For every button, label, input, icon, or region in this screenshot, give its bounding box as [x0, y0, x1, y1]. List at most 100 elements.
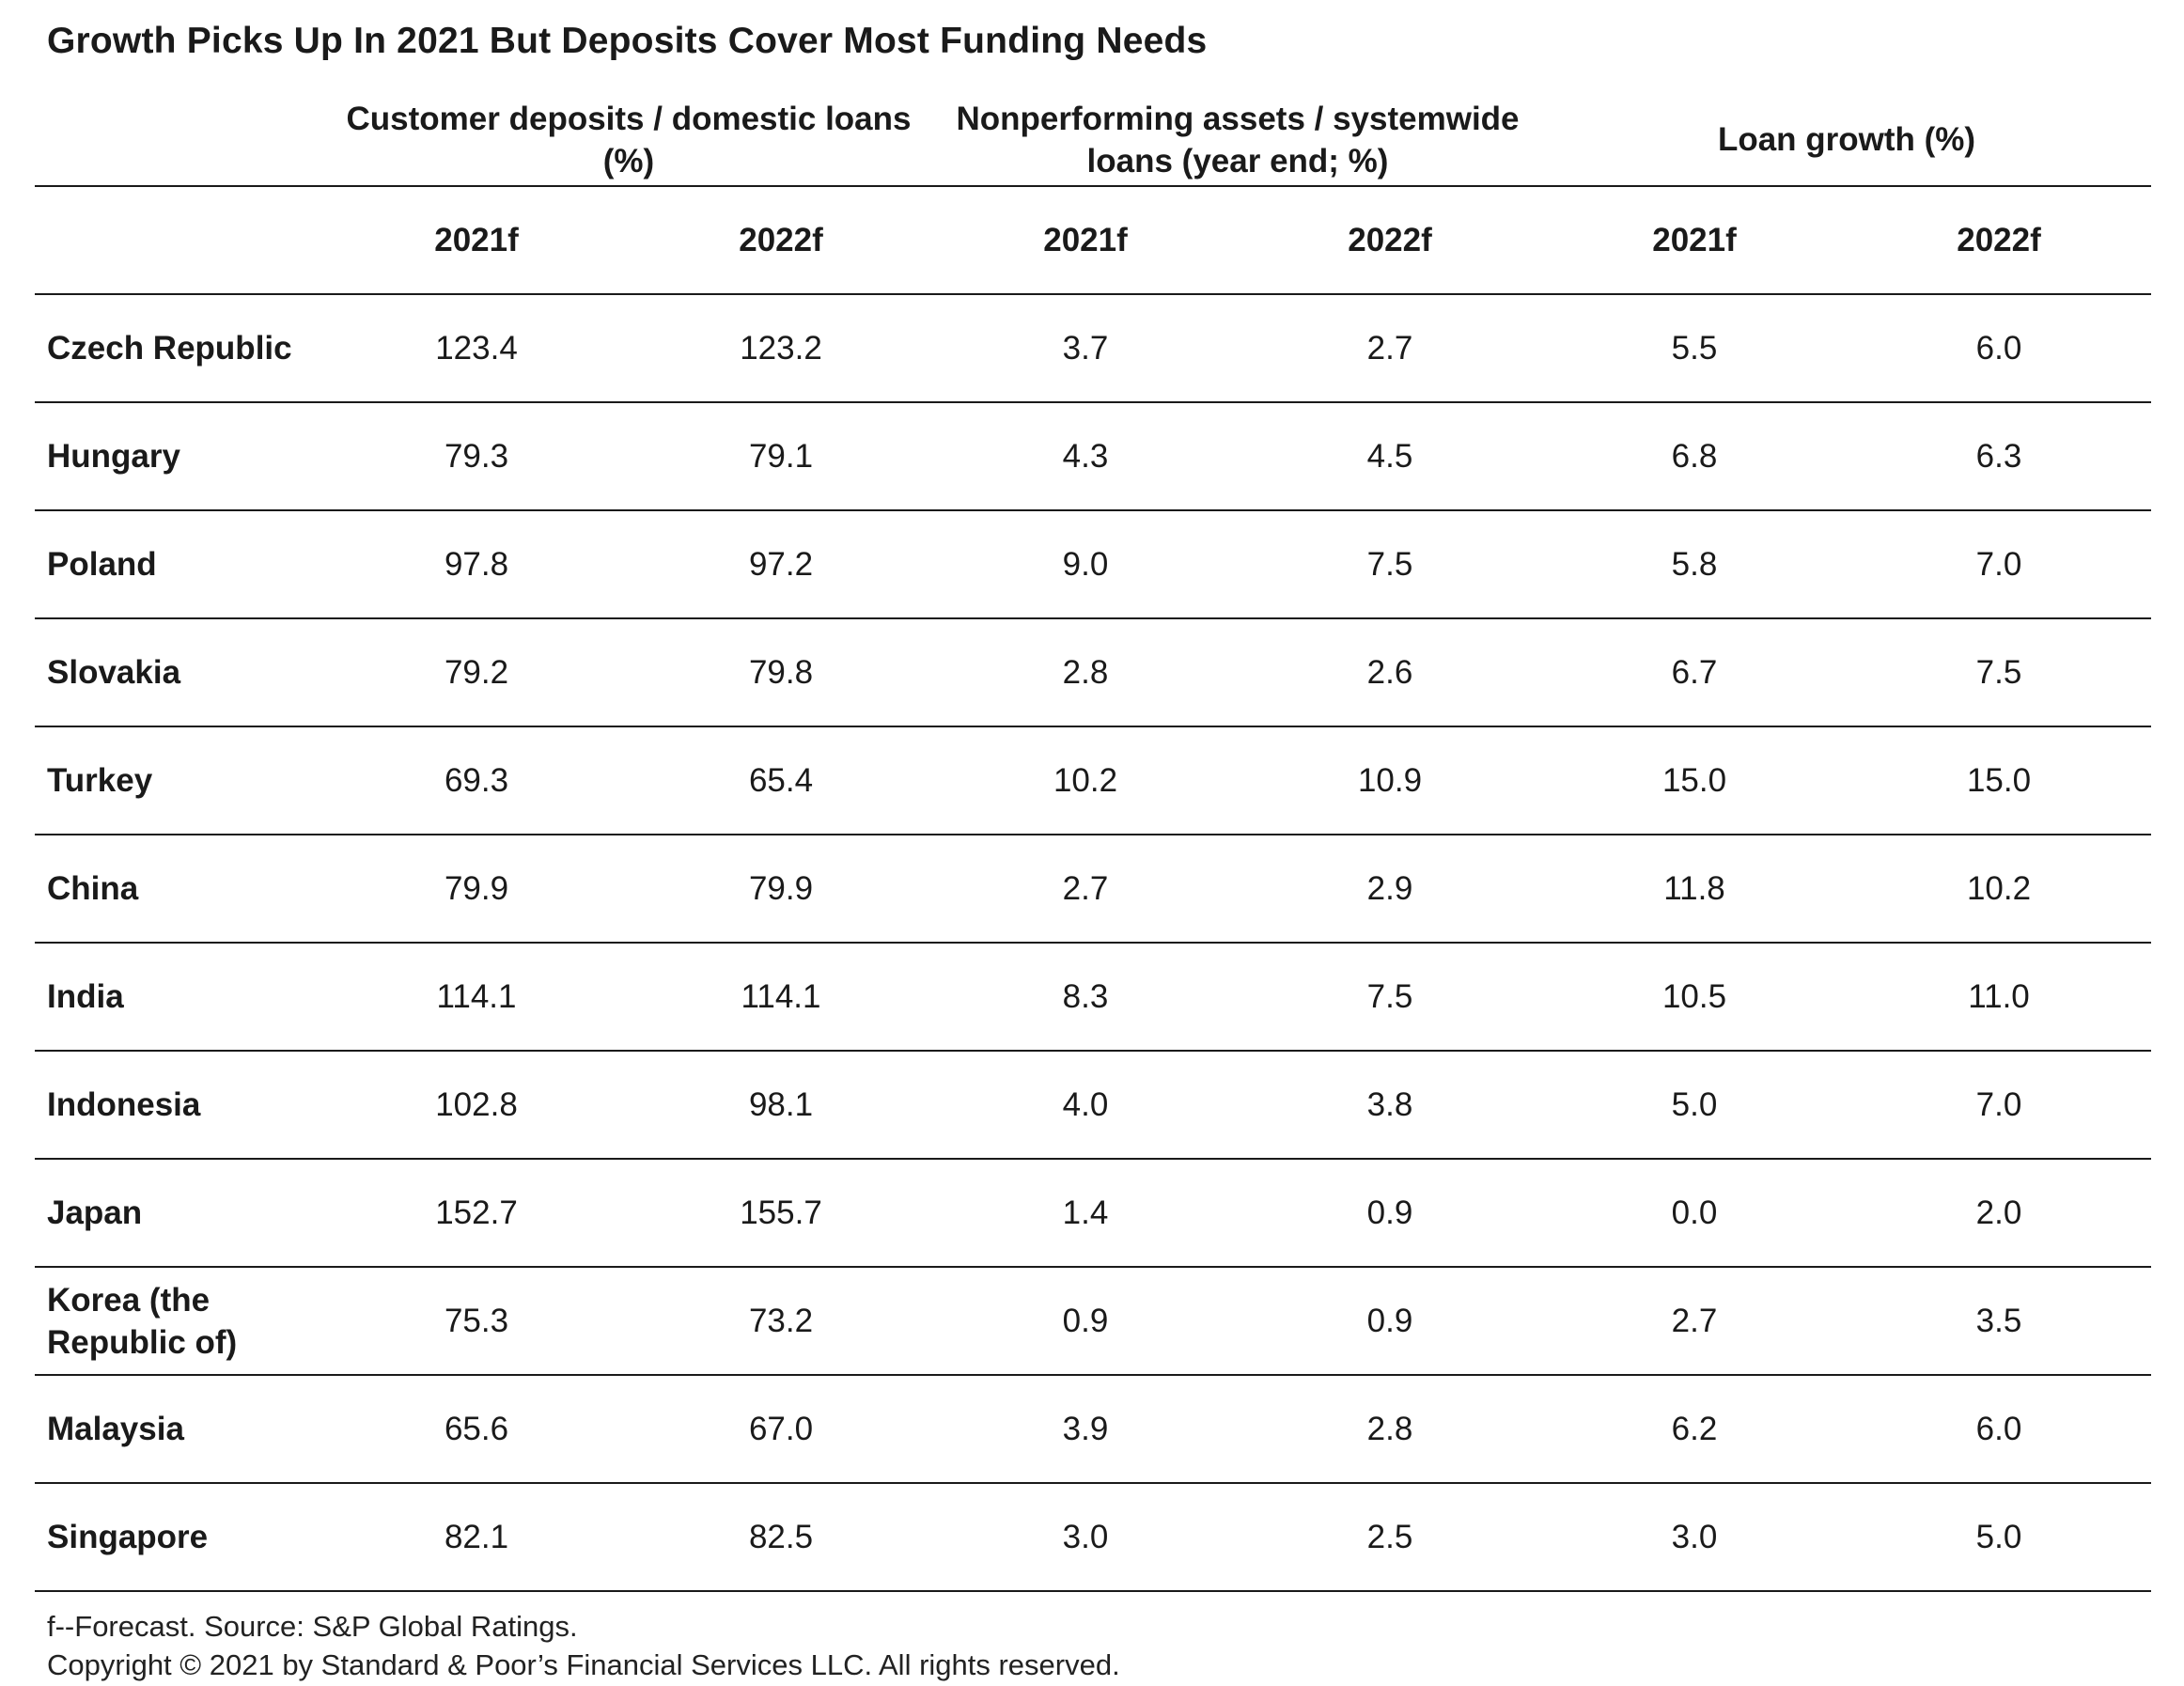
table-row: Slovakia 79.2 79.8 2.8 2.6 6.7 7.5: [35, 618, 2151, 727]
value-cell: 9.0: [933, 510, 1238, 619]
empty-corner-cell: [35, 186, 324, 295]
year-header-row: 2021f 2022f 2021f 2022f 2021f 2022f: [35, 186, 2151, 295]
value-cell: 7.5: [1238, 510, 1542, 619]
country-cell: Poland: [35, 510, 324, 619]
value-cell: 2.6: [1238, 618, 1542, 727]
value-cell: 15.0: [1542, 726, 1847, 835]
value-cell: 6.7: [1542, 618, 1847, 727]
value-cell: 73.2: [629, 1267, 933, 1376]
value-cell: 79.8: [629, 618, 933, 727]
value-cell: 6.2: [1542, 1375, 1847, 1484]
value-cell: 2.9: [1238, 835, 1542, 944]
value-cell: 79.1: [629, 402, 933, 511]
table-row: Singapore 82.1 82.5 3.0 2.5 3.0 5.0: [35, 1483, 2151, 1592]
country-cell: Czech Republic: [35, 294, 324, 403]
value-cell: 7.0: [1847, 1051, 2151, 1160]
value-cell: 4.0: [933, 1051, 1238, 1160]
column-group-header: Customer deposits / domestic loans (%): [324, 94, 933, 187]
country-cell: India: [35, 943, 324, 1052]
data-table: Customer deposits / domestic loans (%) N…: [35, 94, 2151, 1592]
value-cell: 2.5: [1238, 1483, 1542, 1592]
value-cell: 7.5: [1847, 618, 2151, 727]
value-cell: 75.3: [324, 1267, 629, 1376]
year-header: 2022f: [1847, 186, 2151, 295]
table-row: India 114.1 114.1 8.3 7.5 10.5 11.0: [35, 943, 2151, 1052]
value-cell: 79.2: [324, 618, 629, 727]
value-cell: 114.1: [629, 943, 933, 1052]
value-cell: 15.0: [1847, 726, 2151, 835]
table-row: Malaysia 65.6 67.0 3.9 2.8 6.2 6.0: [35, 1375, 2151, 1484]
value-cell: 79.9: [629, 835, 933, 944]
value-cell: 11.8: [1542, 835, 1847, 944]
value-cell: 155.7: [629, 1159, 933, 1268]
value-cell: 6.0: [1847, 1375, 2151, 1484]
value-cell: 2.8: [933, 618, 1238, 727]
country-cell: Singapore: [35, 1483, 324, 1592]
value-cell: 3.5: [1847, 1267, 2151, 1376]
table-row: Poland 97.8 97.2 9.0 7.5 5.8 7.0: [35, 510, 2151, 619]
value-cell: 123.2: [629, 294, 933, 403]
value-cell: 8.3: [933, 943, 1238, 1052]
value-cell: 65.4: [629, 726, 933, 835]
value-cell: 2.0: [1847, 1159, 2151, 1268]
value-cell: 3.0: [933, 1483, 1238, 1592]
copyright-note: Copyright © 2021 by Standard & Poor’s Fi…: [47, 1648, 1120, 1681]
value-cell: 10.2: [1847, 835, 2151, 944]
value-cell: 10.5: [1542, 943, 1847, 1052]
value-cell: 3.8: [1238, 1051, 1542, 1160]
table-row: Hungary 79.3 79.1 4.3 4.5 6.8 6.3: [35, 402, 2151, 511]
value-cell: 102.8: [324, 1051, 629, 1160]
country-cell: Turkey: [35, 726, 324, 835]
country-cell: Indonesia: [35, 1051, 324, 1160]
value-cell: 4.5: [1238, 402, 1542, 511]
empty-corner-cell: [35, 94, 324, 187]
value-cell: 0.9: [1238, 1267, 1542, 1376]
value-cell: 79.9: [324, 835, 629, 944]
table-row: Indonesia 102.8 98.1 4.0 3.8 5.0 7.0: [35, 1051, 2151, 1160]
table-title: Growth Picks Up In 2021 But Deposits Cov…: [47, 21, 1208, 61]
table-row: Japan 152.7 155.7 1.4 0.9 0.0 2.0: [35, 1159, 2151, 1268]
country-cell: Korea (the Republic of): [35, 1267, 324, 1376]
value-cell: 67.0: [629, 1375, 933, 1484]
value-cell: 114.1: [324, 943, 629, 1052]
value-cell: 1.4: [933, 1159, 1238, 1268]
value-cell: 5.0: [1847, 1483, 2151, 1592]
table-row: Turkey 69.3 65.4 10.2 10.9 15.0 15.0: [35, 726, 2151, 835]
value-cell: 98.1: [629, 1051, 933, 1160]
table-row: Korea (the Republic of) 75.3 73.2 0.9 0.9 2.7…: [35, 1267, 2151, 1376]
value-cell: 2.7: [1238, 294, 1542, 403]
country-cell: China: [35, 835, 324, 944]
footnote: f--Forecast. Source: S&P Global Ratings.…: [47, 1607, 1120, 1684]
year-header: 2021f: [1542, 186, 1847, 295]
value-cell: 97.2: [629, 510, 933, 619]
value-cell: 2.7: [1542, 1267, 1847, 1376]
value-cell: 82.1: [324, 1483, 629, 1592]
value-cell: 10.2: [933, 726, 1238, 835]
value-cell: 7.0: [1847, 510, 2151, 619]
value-cell: 10.9: [1238, 726, 1542, 835]
value-cell: 2.7: [933, 835, 1238, 944]
value-cell: 82.5: [629, 1483, 933, 1592]
value-cell: 11.0: [1847, 943, 2151, 1052]
year-header: 2022f: [1238, 186, 1542, 295]
value-cell: 6.0: [1847, 294, 2151, 403]
value-cell: 0.0: [1542, 1159, 1847, 1268]
value-cell: 6.3: [1847, 402, 2151, 511]
table-row: Czech Republic 123.4 123.2 3.7 2.7 5.5 6.0: [35, 294, 2151, 403]
source-note: f--Forecast. Source: S&P Global Ratings.: [47, 1610, 578, 1643]
value-cell: 3.0: [1542, 1483, 1847, 1592]
table-body: Czech Republic 123.4 123.2 3.7 2.7 5.5 6.0 Hung…: [35, 294, 2151, 1592]
country-cell: Malaysia: [35, 1375, 324, 1484]
value-cell: 5.0: [1542, 1051, 1847, 1160]
value-cell: 6.8: [1542, 402, 1847, 511]
value-cell: 3.7: [933, 294, 1238, 403]
value-cell: 5.5: [1542, 294, 1847, 403]
table-row: China 79.9 79.9 2.7 2.9 11.8 10.2: [35, 835, 2151, 944]
value-cell: 69.3: [324, 726, 629, 835]
value-cell: 3.9: [933, 1375, 1238, 1484]
value-cell: 0.9: [1238, 1159, 1542, 1268]
country-cell: Slovakia: [35, 618, 324, 727]
year-header: 2021f: [933, 186, 1238, 295]
country-cell: Japan: [35, 1159, 324, 1268]
value-cell: 7.5: [1238, 943, 1542, 1052]
